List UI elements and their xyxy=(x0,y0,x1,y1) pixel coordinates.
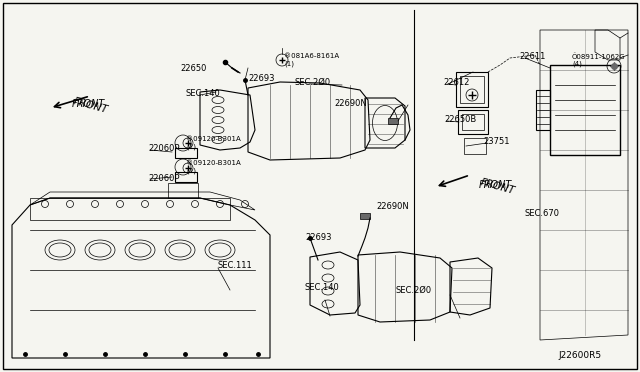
Text: SEC.670: SEC.670 xyxy=(525,208,560,218)
Text: 22060P: 22060P xyxy=(148,173,179,183)
Text: SEC.140: SEC.140 xyxy=(185,89,220,97)
Text: ®09120-B301A
(1): ®09120-B301A (1) xyxy=(186,160,241,174)
Bar xyxy=(458,110,488,134)
Text: FRONT: FRONT xyxy=(479,177,516,196)
Text: 22611: 22611 xyxy=(519,51,545,61)
Text: 22690N: 22690N xyxy=(334,99,367,108)
Text: 22690N: 22690N xyxy=(376,202,409,211)
Bar xyxy=(462,114,484,130)
Text: 22650B: 22650B xyxy=(444,115,476,124)
Text: 22060P: 22060P xyxy=(148,144,179,153)
Text: ®081A6-8161A
(1): ®081A6-8161A (1) xyxy=(284,53,339,67)
Text: SEC.2Ø0: SEC.2Ø0 xyxy=(295,77,331,87)
Text: J22600R5: J22600R5 xyxy=(558,352,601,360)
Bar xyxy=(175,148,197,158)
Bar xyxy=(460,76,484,103)
Bar xyxy=(30,198,230,220)
Text: Ô08911-1062G
(4): Ô08911-1062G (4) xyxy=(572,53,626,67)
Bar xyxy=(360,213,370,219)
Text: SEC.2Ø0: SEC.2Ø0 xyxy=(396,285,432,295)
Text: SEC.140: SEC.140 xyxy=(305,283,340,292)
Text: FRONT: FRONT xyxy=(479,180,512,190)
Bar xyxy=(550,65,620,155)
Text: FRONT: FRONT xyxy=(72,97,109,115)
Bar xyxy=(536,90,550,130)
Text: 22693: 22693 xyxy=(248,74,275,83)
Text: 22693: 22693 xyxy=(305,232,332,241)
Text: 22650: 22650 xyxy=(180,64,207,73)
Text: 23751: 23751 xyxy=(483,137,509,145)
Text: ®09120-B301A
(1): ®09120-B301A (1) xyxy=(186,136,241,150)
Text: SEC.111: SEC.111 xyxy=(218,262,253,270)
Bar xyxy=(175,172,197,182)
Bar xyxy=(464,138,486,154)
Text: 22612: 22612 xyxy=(443,77,469,87)
Bar xyxy=(168,183,198,198)
Bar xyxy=(388,118,398,124)
Bar xyxy=(456,72,488,107)
Text: FRONT: FRONT xyxy=(72,99,105,109)
